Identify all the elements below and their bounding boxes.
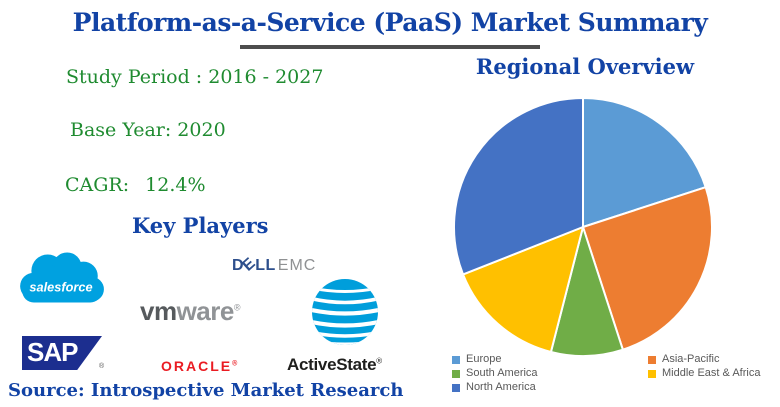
legend-item: Asia-Pacific bbox=[648, 353, 774, 366]
pie-slice-north-america bbox=[453, 97, 584, 276]
dell-emc-logo: DELL EMC bbox=[232, 255, 317, 275]
salesforce-wordmark: salesforce bbox=[29, 279, 92, 294]
legend-swatch-icon bbox=[648, 355, 656, 364]
activestate-wordmark: ActiveState bbox=[287, 355, 377, 374]
key-players-heading: Key Players bbox=[132, 213, 269, 238]
sap-registered-mark: ® bbox=[99, 363, 105, 370]
base-year-text: Base Year: 2020 bbox=[70, 119, 226, 141]
oracle-wordmark: ORACLE bbox=[161, 358, 233, 374]
pie-slice-middle-east-africa bbox=[462, 226, 584, 353]
legend-item: South America bbox=[452, 367, 648, 380]
dell-letters-ll: LL bbox=[255, 257, 276, 274]
legend-label: Asia-Pacific bbox=[662, 353, 720, 365]
pie-legend: Europe Asia-Pacific South America Middle Ea… bbox=[452, 353, 774, 394]
page-title: Platform-as-a-Service (PaaS) Market Summ… bbox=[72, 8, 708, 37]
sap-wordmark: SAP bbox=[27, 337, 78, 367]
study-period-text: Study Period : 2016 - 2027 bbox=[66, 66, 324, 88]
title-underline bbox=[240, 45, 540, 49]
vmware-vm-text: vm bbox=[140, 296, 177, 326]
legend-item: Middle East & Africa bbox=[648, 367, 774, 380]
att-globe-logo bbox=[312, 279, 378, 345]
oracle-registered-mark: ® bbox=[232, 360, 238, 368]
vmware-logo: vmware® bbox=[140, 296, 240, 327]
regional-pie-chart bbox=[453, 97, 713, 357]
legend-label: North America bbox=[466, 381, 536, 393]
legend-label: South America bbox=[466, 367, 538, 379]
cagr-label: CAGR: bbox=[65, 174, 130, 196]
regional-overview-heading: Regional Overview bbox=[475, 54, 695, 79]
sap-logo: SAP bbox=[22, 336, 102, 370]
activestate-registered-mark: ® bbox=[376, 356, 382, 366]
legend-label: Middle East & Africa bbox=[662, 367, 761, 379]
legend-swatch-icon bbox=[452, 355, 460, 364]
cagr-value: 12.4% bbox=[145, 174, 206, 196]
legend-swatch-icon bbox=[452, 369, 460, 378]
cagr-text: CAGR: 12.4% bbox=[65, 174, 206, 196]
source-note: Source: Introspective Market Research bbox=[8, 380, 404, 401]
legend-swatch-icon bbox=[648, 369, 656, 378]
oracle-logo: ORACLE® bbox=[161, 358, 237, 374]
vmware-registered-mark: ® bbox=[233, 302, 241, 313]
pie-slice-asia-pacific bbox=[582, 186, 713, 351]
salesforce-logo: salesforce bbox=[20, 252, 104, 303]
pie-slice-europe bbox=[582, 97, 707, 228]
legend-label: Europe bbox=[466, 353, 502, 365]
activestate-logo: ActiveState® bbox=[287, 355, 382, 375]
salesforce-cloud-icon bbox=[20, 252, 104, 303]
emc-wordmark: EMC bbox=[277, 257, 317, 274]
dell-letter-d: D bbox=[232, 257, 245, 274]
legend-item: Europe bbox=[452, 353, 648, 366]
dell-wordmark: DELL bbox=[232, 255, 276, 275]
legend-item: North America bbox=[452, 381, 648, 394]
legend-swatch-icon bbox=[452, 383, 460, 392]
vmware-ware-text: ware bbox=[176, 296, 235, 326]
